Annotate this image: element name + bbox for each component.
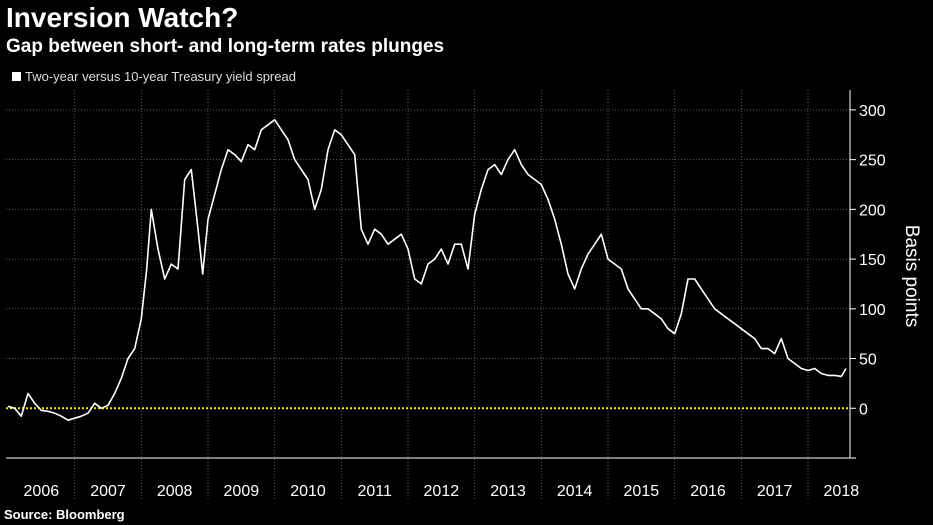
x-tick-label: 2017	[757, 483, 793, 500]
y-tick-label: 50	[859, 352, 877, 369]
x-tick-label: 2011	[357, 483, 392, 500]
x-tick-label: 2007	[90, 483, 126, 500]
y-tick-labels: 0 50 100 150 200 250 300	[859, 103, 886, 418]
y-tick-label: 250	[859, 153, 886, 170]
x-tick-label: 2013	[490, 483, 526, 500]
series-group	[7, 119, 847, 422]
x-tick-label: 2006	[24, 483, 60, 500]
x-tick-label: 2014	[557, 483, 593, 500]
x-tick-labels: 2006 2007 2008 2009 2010 2011 2012 2013 2014 2015…	[24, 483, 860, 500]
series-line	[7, 119, 847, 422]
grid	[6, 90, 850, 500]
chart-title: Inversion Watch?	[6, 2, 239, 33]
y-tick-label: 150	[859, 252, 886, 269]
y-tick-label: 300	[859, 103, 886, 120]
legend-label: Two-year versus 10-year Treasury yield s…	[25, 69, 296, 84]
x-tick-label: 2016	[690, 483, 726, 500]
y-axis-label: Basis points	[901, 225, 922, 327]
x-tick-label: 2015	[624, 483, 660, 500]
source-note: Source: Bloomberg	[4, 507, 125, 522]
x-tick-label: 2010	[290, 483, 326, 500]
y-tick-label: 0	[859, 401, 868, 418]
legend-swatch	[12, 72, 21, 81]
legend: Two-year versus 10-year Treasury yield s…	[12, 69, 296, 84]
y-tick-label: 200	[859, 202, 886, 219]
x-tick-label: 2018	[824, 483, 860, 500]
y-tick-label: 100	[859, 302, 886, 319]
chart-subtitle: Gap between short- and long-term rates p…	[6, 36, 445, 57]
x-tick-label: 2012	[424, 483, 460, 500]
x-tick-label: 2009	[224, 483, 260, 500]
x-tick-label: 2008	[157, 483, 193, 500]
axes	[6, 90, 856, 459]
